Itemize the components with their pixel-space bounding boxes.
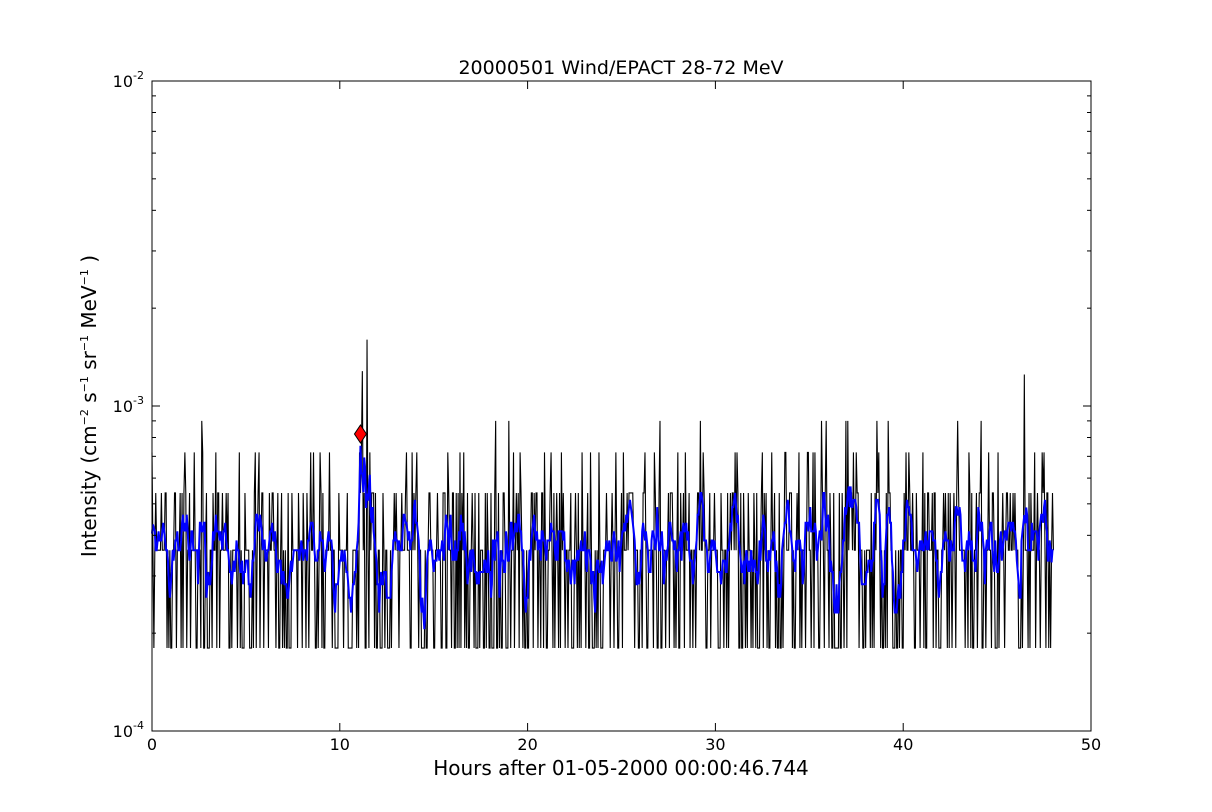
x-tick-label: 10 [330,735,350,754]
marker-group [353,424,368,444]
y-tick-label: 10-2 [113,69,144,91]
y-axis-label: Intensity (cm−2 s−1 sr−1 MeV−1 ) [77,255,101,557]
y-axis-label-suffix: ) [77,255,101,269]
y-axis-label-exp-3: −1 [78,335,91,351]
y-axis-label-exp-4: −1 [78,269,91,285]
x-tick-label: 20 [517,735,537,754]
y-tick-label: 10-3 [113,394,144,416]
x-tick-label: 50 [1081,735,1101,754]
ticks-group: 0 10 20 30 40 50 10-4 10-3 10-2 [113,69,1102,754]
series-group [151,339,1054,649]
y-axis-label-prefix: Intensity (cm [77,425,101,557]
series-raw-line [151,339,1054,649]
plot-area [152,81,1091,731]
x-tick-label: 40 [893,735,913,754]
y-tick-label: 10-4 [113,719,144,741]
y-axis-label-s: s [77,392,101,409]
y-axis-label-exp-1: −2 [78,409,91,425]
series-smoothed-line [151,445,1054,630]
y-axis-label-exp-2: −1 [78,376,91,392]
x-tick-label: 0 [147,735,157,754]
x-axis-label: Hours after 01-05-2000 00:00:46.744 [433,756,809,780]
y-axis-label-sr: sr [77,350,101,376]
y-axis-label-mev: MeV [77,285,101,335]
chart-title: 20000501 Wind/EPACT 28-72 MeV [458,57,783,79]
x-tick-label: 30 [705,735,725,754]
peak-marker [353,424,368,444]
